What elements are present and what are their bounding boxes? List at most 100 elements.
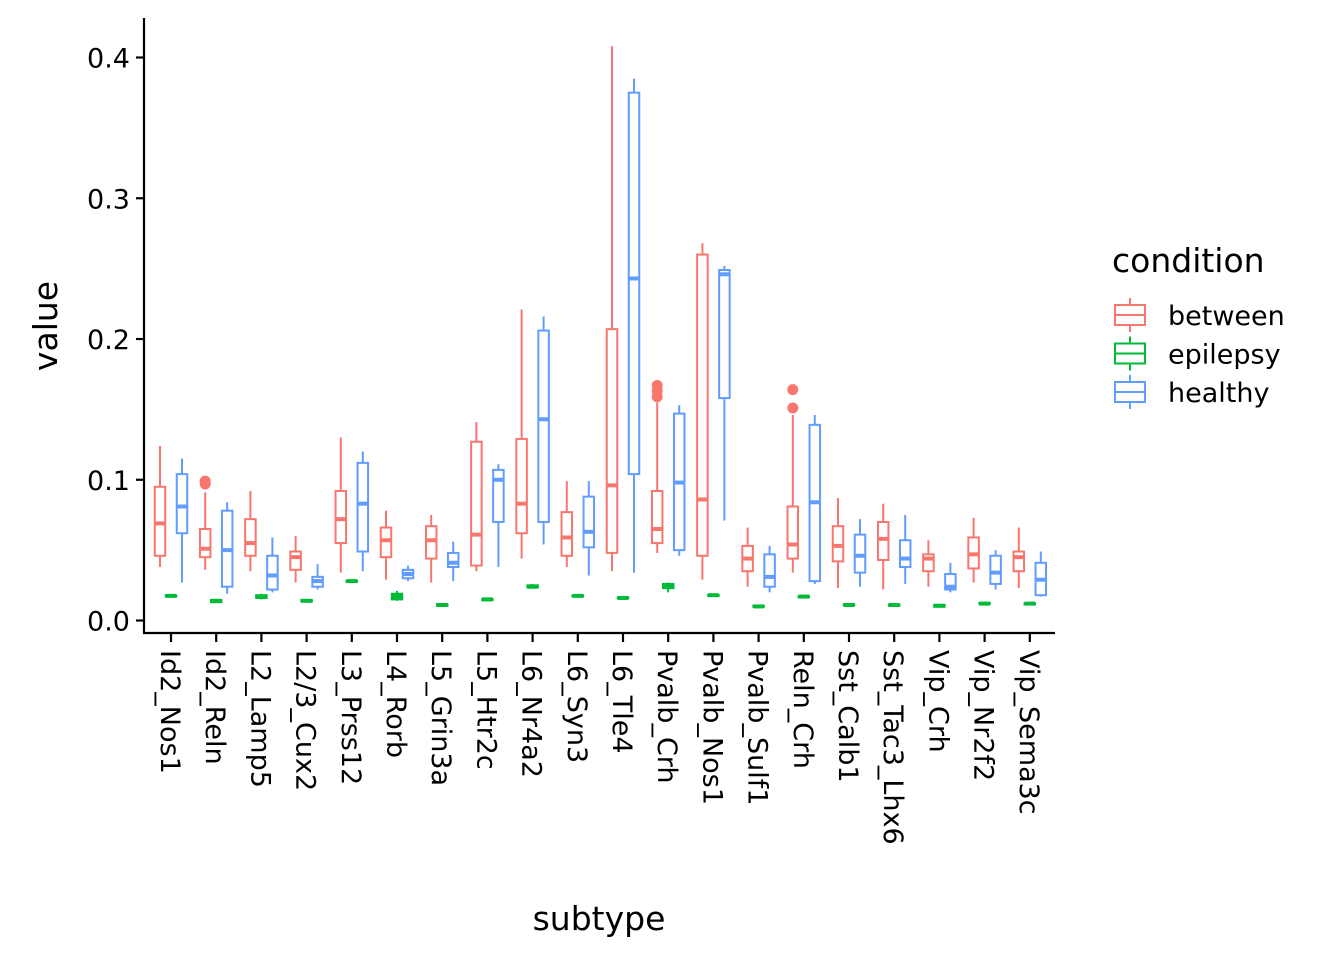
- box-healthy: [492, 464, 505, 568]
- series-healthy: [175, 78, 1048, 597]
- x-axis-ticks: Id2_Nos1 Id2_Reln L2_Lamp5 L2/3_Cux2 L3_Prss…: [154, 633, 1044, 845]
- box-iqr: [424, 525, 438, 560]
- box-between: [741, 527, 754, 587]
- box-epilepsy: [797, 594, 811, 599]
- y-axis-title: value: [26, 281, 65, 371]
- boxes-layer: [153, 46, 1048, 609]
- box-iqr: [356, 461, 370, 553]
- box-healthy: [989, 550, 1002, 590]
- box-epilepsy: [255, 593, 268, 600]
- outlier-point: [199, 475, 211, 487]
- x-tick-label: L5_Htr2c: [470, 650, 501, 770]
- box-between: [289, 536, 302, 583]
- box-between: [1012, 527, 1026, 589]
- box-between: [424, 514, 438, 583]
- box-healthy: [220, 502, 234, 594]
- box-healthy: [401, 565, 415, 582]
- box-healthy: [1034, 551, 1048, 597]
- x-axis-title: subtype: [533, 899, 666, 938]
- box-iqr: [175, 473, 189, 535]
- box-epilepsy: [526, 583, 539, 589]
- legend-key-between: [1114, 298, 1146, 332]
- x-tick-label: Vip_Crh: [922, 650, 953, 753]
- x-tick-label: Vip_Sema3c: [1013, 650, 1044, 815]
- x-tick-label: L6_Syn3: [561, 650, 592, 763]
- box-epilepsy: [390, 590, 404, 601]
- box-iqr: [605, 328, 619, 554]
- box-epilepsy: [661, 582, 675, 593]
- legend-title: condition: [1112, 241, 1265, 280]
- box-between: [198, 475, 212, 570]
- box-epilepsy: [300, 598, 313, 603]
- box-between: [967, 517, 980, 583]
- box-iqr: [334, 490, 348, 545]
- series-between: [153, 46, 1026, 590]
- legend-label-epilepsy: epilepsy: [1168, 340, 1281, 371]
- box-epilepsy: [164, 593, 178, 598]
- x-tick-label: L2/3_Cux2: [290, 650, 321, 791]
- box-epilepsy: [616, 595, 630, 600]
- box-healthy: [898, 514, 912, 584]
- box-between: [876, 503, 890, 590]
- x-tick-label: L2_Lamp5: [244, 650, 275, 788]
- x-tick-label: Id2_Nos1: [154, 650, 185, 774]
- x-tick-label: Id2_Reln: [199, 650, 230, 765]
- x-tick-label: L3_Prss12: [335, 650, 366, 785]
- box-healthy: [175, 458, 189, 583]
- x-tick-label: L5_Grin3a: [425, 650, 456, 786]
- box-iqr: [853, 533, 867, 574]
- legend-key-epilepsy: [1114, 336, 1146, 371]
- legend-key-healthy: [1114, 375, 1146, 409]
- box-epilepsy: [209, 598, 223, 604]
- legend-label-between: between: [1168, 301, 1285, 332]
- box-healthy: [763, 545, 776, 593]
- box-between: [334, 437, 348, 573]
- box-healthy: [808, 415, 822, 584]
- x-tick-label: Pvalb_Sulf1: [742, 650, 773, 805]
- box-between: [244, 491, 257, 572]
- box-iqr: [537, 329, 550, 523]
- box-healthy: [582, 481, 596, 576]
- box-iqr: [831, 525, 845, 563]
- y-axis-ticks: 0.0 0.1 0.2 0.3 0.4: [87, 44, 144, 638]
- box-iqr: [446, 551, 460, 569]
- box-iqr: [876, 520, 890, 561]
- box-epilepsy: [481, 597, 494, 602]
- box-between: [786, 384, 800, 573]
- box-between: [153, 445, 167, 568]
- outlier-point: [651, 379, 663, 391]
- box-iqr: [515, 437, 528, 535]
- box-iqr: [1012, 550, 1026, 573]
- outlier-point: [787, 402, 799, 414]
- box-healthy: [944, 562, 957, 593]
- x-tick-label: L6_Tle4: [606, 650, 637, 754]
- box-iqr: [582, 495, 596, 549]
- box-iqr: [379, 526, 393, 559]
- box-between: [650, 379, 664, 553]
- box-iqr: [470, 440, 483, 567]
- box-healthy: [356, 451, 370, 572]
- x-tick-label: L4_Rorb: [380, 650, 411, 758]
- x-tick-label: Sst_Calb1: [832, 650, 863, 783]
- x-tick-label: L6_Nr4a2: [516, 650, 547, 778]
- box-iqr: [650, 490, 664, 545]
- box-epilepsy: [752, 604, 765, 609]
- box-iqr: [153, 485, 167, 557]
- box-iqr: [289, 550, 302, 571]
- box-epilepsy: [571, 593, 585, 598]
- box-epilepsy: [1023, 601, 1037, 606]
- legend: condition between epilepsy healthy: [1112, 241, 1285, 409]
- box-between: [696, 243, 709, 580]
- box-healthy: [853, 519, 867, 587]
- box-iqr: [944, 573, 957, 591]
- box-epilepsy: [887, 603, 901, 608]
- box-iqr: [786, 505, 800, 560]
- box-healthy: [627, 78, 641, 573]
- x-tick-label: Pvalb_Nos1: [696, 650, 727, 805]
- x-tick-label: Pvalb_Crh: [651, 650, 682, 784]
- box-iqr: [198, 528, 212, 559]
- y-tick-label: 0.0: [87, 607, 130, 638]
- y-tick-label: 0.2: [87, 325, 130, 356]
- x-tick-label: Sst_Tac3_Lhx6: [877, 650, 908, 845]
